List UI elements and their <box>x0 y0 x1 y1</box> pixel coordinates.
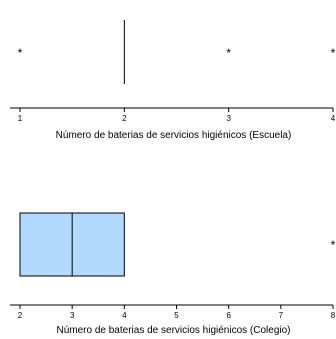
x-tick-label: 2 <box>18 311 23 320</box>
outlier-marker: * <box>331 238 336 252</box>
colegio-boxplot: 2 3 4 5 6 7 8 Número de baterias de servicios h… <box>10 212 336 336</box>
x-axis-label: Número de baterias de servicios higiénic… <box>56 130 292 141</box>
x-tick-label: 5 <box>174 311 179 320</box>
outlier-marker: * <box>226 46 231 60</box>
x-axis-label: Número de baterias de servicios higiénic… <box>57 325 291 336</box>
outlier-marker: * <box>18 46 23 60</box>
x-tick-label: 2 <box>122 114 127 123</box>
x-tick-label: 3 <box>70 311 75 320</box>
x-tick-label: 1 <box>18 114 23 123</box>
x-tick-label: 4 <box>331 114 336 123</box>
x-tick-label: 7 <box>279 311 284 320</box>
outlier-marker: * <box>331 46 336 60</box>
x-tick-label: 8 <box>331 311 336 320</box>
x-tick-label: 4 <box>122 311 127 320</box>
x-tick-label: 3 <box>226 114 231 123</box>
x-tick-label: 6 <box>226 311 231 320</box>
escuela-boxplot: 1 2 3 4 Número de baterias de servicios higi… <box>10 20 336 141</box>
